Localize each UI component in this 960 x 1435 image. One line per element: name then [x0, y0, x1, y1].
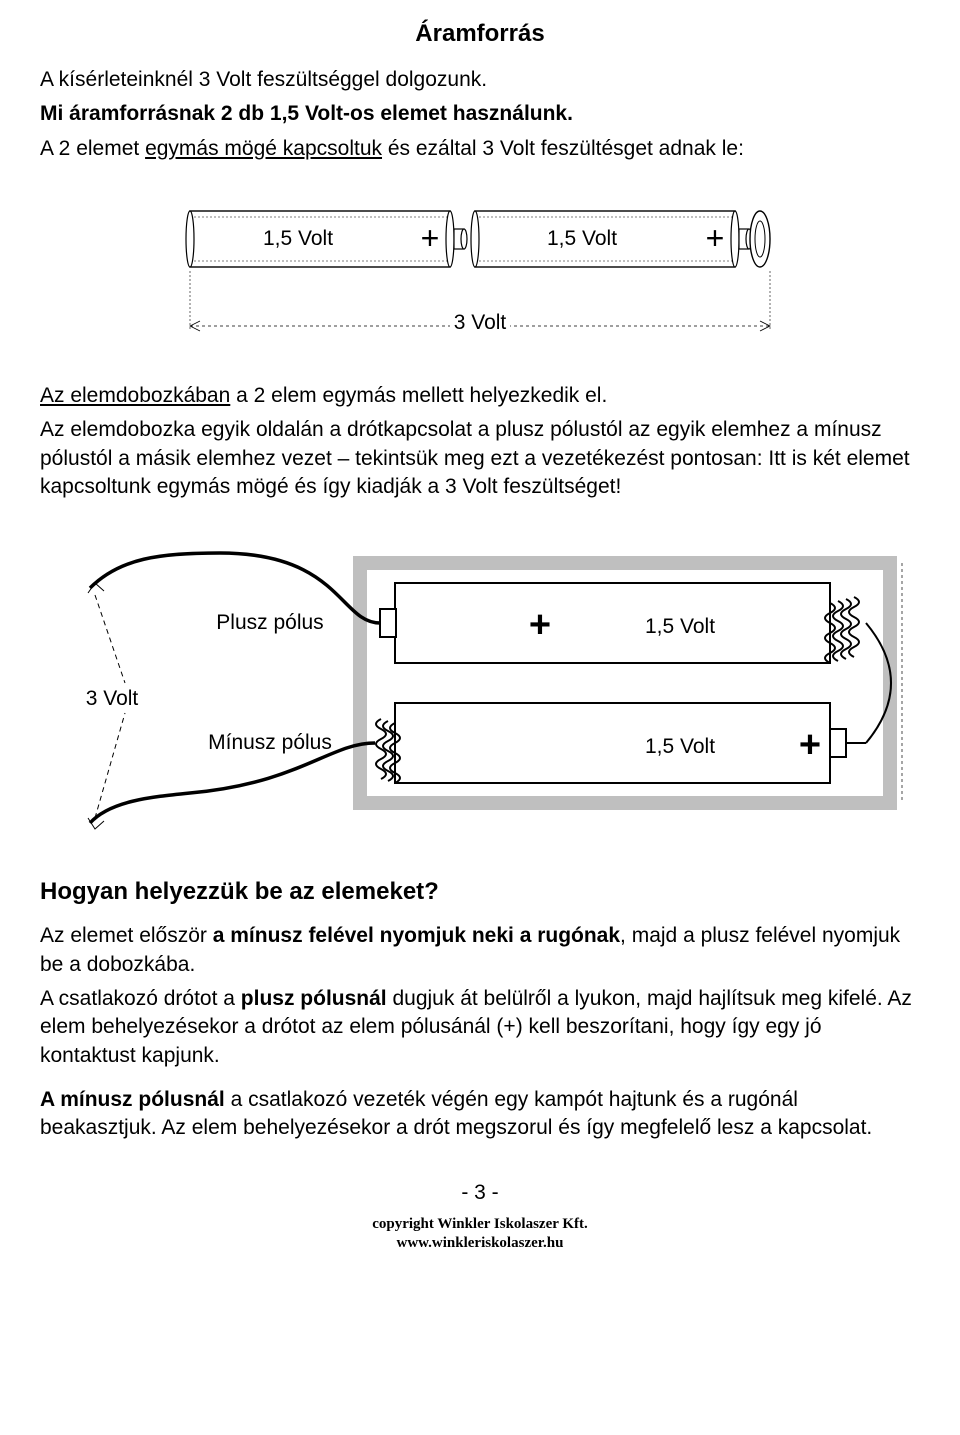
- diagram-battery-holder: + 1,5 Volt 1,5 Volt +: [40, 533, 920, 838]
- d1-batt1-label: 1,5 Volt: [263, 227, 333, 250]
- diagram-batteries-series: 1,5 Volt + 1,5 Volt + 3 Volt: [40, 181, 920, 366]
- diagram1-svg: 1,5 Volt + 1,5 Volt + 3 Volt: [130, 181, 830, 361]
- copyright-block: copyright Winkler Iskolaszer Kft. www.wi…: [40, 1215, 920, 1254]
- intro-p3-pre: A 2 elemet: [40, 137, 145, 160]
- d2-v2-label: 1,5 Volt: [645, 735, 715, 758]
- intro-p3: A 2 elemet egymás mögé kapcsoltuk és ezá…: [40, 135, 920, 163]
- section2-p1-pre: Az elemet először: [40, 924, 213, 947]
- page-title: Áramforrás: [40, 20, 920, 48]
- section2-p2-bold: plusz pólusnál: [241, 987, 387, 1010]
- section2-p1-bold: a mínusz felével nyomjuk neki a rugónak: [213, 924, 620, 947]
- mid-p1-underline: Az elemdobozkában: [40, 384, 230, 407]
- section2-p1: Az elemet először a mínusz felével nyomj…: [40, 922, 920, 979]
- intro-p3-underline: egymás mögé kapcsoltuk: [145, 137, 382, 160]
- d2-outside-label: 3 Volt: [86, 687, 139, 710]
- d1-plus2-icon: +: [706, 220, 725, 256]
- mid-p1: Az elemdobozkában a 2 elem egymás mellet…: [40, 382, 920, 410]
- mid-p2: Az elemdobozka egyik oldalán a drótkapcs…: [40, 416, 920, 501]
- section2-p3: A mínusz pólusnál a csatlakozó vezeték v…: [40, 1086, 920, 1143]
- mid-p1-post: a 2 elem egymás mellett helyezkedik el.: [230, 384, 607, 407]
- d2-minus-pole-label: Mínusz pólus: [208, 731, 332, 754]
- d2-plus1-icon: +: [529, 604, 551, 646]
- section2-p2: A csatlakozó drótot a plusz pólusnál dug…: [40, 985, 920, 1070]
- section2-heading: Hogyan helyezzük be az elemeket?: [40, 878, 920, 906]
- section2-p3-bold: A mínusz pólusnál: [40, 1088, 225, 1111]
- diagram2-svg: + 1,5 Volt 1,5 Volt +: [40, 533, 920, 833]
- d2-plus2-icon: +: [799, 724, 821, 766]
- copyright-line1: copyright Winkler Iskolaszer Kft.: [40, 1215, 920, 1235]
- copyright-line2: www.winkleriskolaszer.hu: [40, 1234, 920, 1254]
- d2-v1-label: 1,5 Volt: [645, 615, 715, 638]
- d1-batt2-label: 1,5 Volt: [547, 227, 617, 250]
- intro-p3-post: és ezáltal 3 Volt feszültésget adnak le:: [382, 137, 744, 160]
- d2-plus-pole-label: Plusz pólus: [216, 611, 323, 634]
- intro-p2: Mi áramforrásnak 2 db 1,5 Volt-os elemet…: [40, 100, 920, 128]
- page-root: Áramforrás A kísérleteinknél 3 Volt fesz…: [0, 0, 960, 1274]
- d1-below-label: 3 Volt: [454, 311, 507, 334]
- intro-p1: A kísérleteinknél 3 Volt feszültséggel d…: [40, 66, 920, 94]
- section2-p2-pre: A csatlakozó drótot a: [40, 987, 241, 1010]
- page-number: - 3 -: [40, 1181, 920, 1205]
- d1-plus1-icon: +: [421, 220, 440, 256]
